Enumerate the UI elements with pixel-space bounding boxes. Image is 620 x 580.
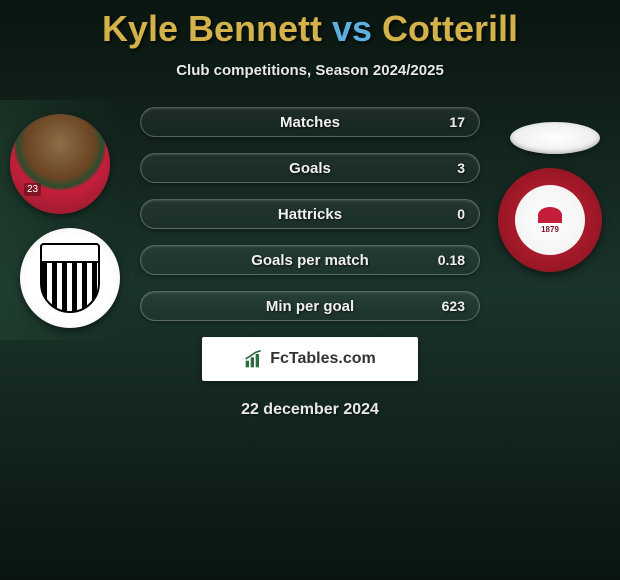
stat-row: Goals 3 (140, 153, 480, 183)
title-vs: vs (332, 8, 382, 49)
stat-row: Min per goal 623 (140, 291, 480, 321)
stat-label: Hattricks (278, 206, 342, 223)
stats-column: Matches 17 Goals 3 Hattricks 0 Goals per match… (140, 107, 480, 321)
title-player2: Cotterill (382, 8, 518, 49)
stat-value-right: 0 (457, 206, 465, 222)
stat-label: Goals (289, 160, 331, 177)
stat-label: Matches (280, 114, 340, 131)
stat-value-right: 17 (449, 114, 465, 130)
stat-row: Goals per match 0.18 (140, 245, 480, 275)
stat-label: Min per goal (266, 298, 354, 315)
stat-row: Matches 17 (140, 107, 480, 137)
date-line: 22 december 2024 (20, 401, 600, 419)
stats-region: Matches 17 Goals 3 Hattricks 0 Goals per match… (0, 107, 620, 419)
brand-chart-icon (244, 349, 264, 369)
stat-value-right: 623 (442, 298, 465, 314)
brand-name: FcTables.com (270, 350, 376, 368)
brand-box[interactable]: FcTables.com (202, 337, 418, 381)
comparison-title: Kyle Bennett vs Cotterill (0, 0, 620, 50)
subtitle: Club competitions, Season 2024/2025 (0, 62, 620, 79)
stat-label: Goals per match (251, 252, 369, 269)
title-player1: Kyle Bennett (102, 8, 322, 49)
stat-value-right: 3 (457, 160, 465, 176)
stat-value-right: 0.18 (438, 252, 465, 268)
stat-row: Hattricks 0 (140, 199, 480, 229)
